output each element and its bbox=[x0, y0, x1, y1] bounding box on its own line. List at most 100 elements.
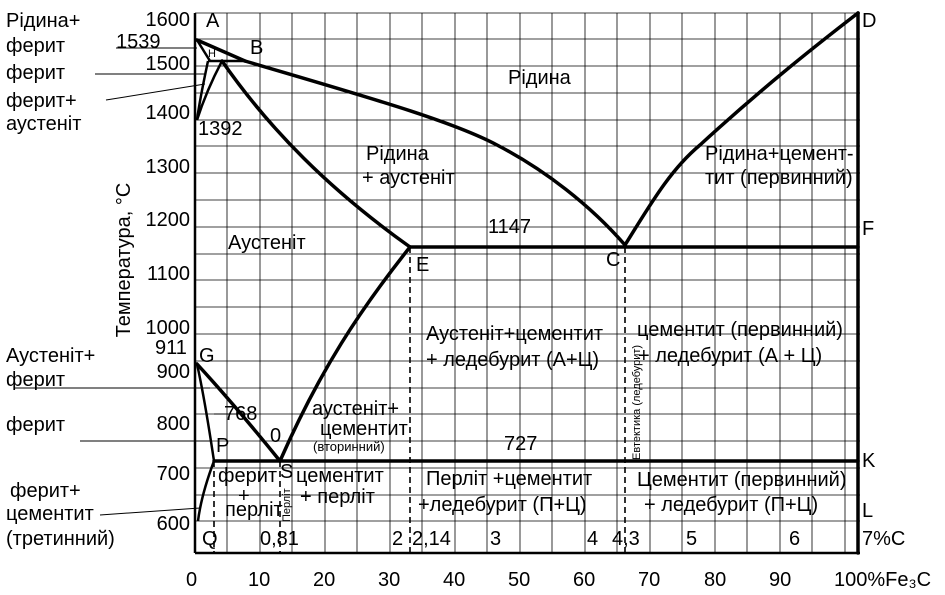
region-cem-led-upper-1: цементит (первинний) bbox=[637, 319, 843, 341]
fe3c-tick-20: 20 bbox=[313, 569, 335, 591]
region-aust-cem-led-1: Аустеніт+цементит bbox=[426, 323, 603, 345]
fe3c-unit: 100%Fe₃C bbox=[834, 569, 931, 591]
region-ferrite-perlite-1: ферит bbox=[218, 465, 277, 487]
c-tick-081: 0,81 bbox=[260, 528, 299, 550]
label-ferrite-3: ферит bbox=[6, 414, 65, 436]
point-S: S bbox=[280, 461, 293, 483]
label-ferrite-cementite-1: ферит+ bbox=[10, 480, 81, 502]
line-J-N bbox=[195, 60, 224, 121]
y-tick-1400: 1400 bbox=[146, 102, 191, 124]
c-unit: 7%C bbox=[862, 528, 905, 550]
region-ferrite-perlite-3: перліт bbox=[225, 499, 283, 521]
label-ferrite-cementite-3: (третинний) bbox=[6, 528, 115, 550]
point-B: B bbox=[250, 37, 263, 59]
region-liquid-austenite-2: + аустеніт bbox=[362, 167, 455, 189]
y-tick-1000: 1000 bbox=[146, 317, 191, 339]
fe3c-tick-50: 50 bbox=[508, 569, 530, 591]
region-perl-cem-led-2: +ледебурит (П+Ц) bbox=[418, 494, 587, 516]
region-aust-cem-led-2: + ледебурит (А+Ц) bbox=[426, 349, 599, 371]
grid bbox=[194, 12, 860, 554]
label-ferrite-2: ферит bbox=[6, 62, 65, 84]
line-A-B bbox=[195, 38, 247, 63]
c-tick-43: 4,3 bbox=[612, 528, 640, 550]
label-1147: 1147 bbox=[488, 216, 531, 238]
line-P-Q bbox=[196, 460, 216, 522]
y-tick-1300: 1300 bbox=[146, 156, 191, 178]
point-P: P bbox=[216, 435, 229, 457]
line-G-P bbox=[195, 363, 216, 462]
region-ferrite-perlite-2: + bbox=[238, 485, 250, 507]
label-727: 727 bbox=[504, 433, 537, 455]
label-austenite-ferrite-1: Аустеніт+ bbox=[6, 345, 95, 367]
line-J-E bbox=[220, 59, 412, 249]
fe3c-tick-0: 0 bbox=[186, 569, 197, 591]
label-ferrite-1: ферит bbox=[6, 35, 65, 57]
fe3c-tick-30: 30 bbox=[378, 569, 400, 591]
point-O: 0 bbox=[270, 425, 281, 447]
region-perlite: Перліт bbox=[281, 488, 293, 522]
c-tick-3: 3 bbox=[490, 528, 501, 550]
point-F: F bbox=[862, 218, 874, 240]
label-768: 768 bbox=[224, 403, 257, 425]
region-cem-led-lower-2: + ледебурит (П+Ц) bbox=[644, 494, 818, 516]
point-K: K bbox=[862, 450, 876, 472]
c-tick-4: 4 bbox=[587, 528, 598, 550]
c-tick-214: 2,14 bbox=[412, 528, 451, 550]
label-ferrite-austenite-1: ферит+ bbox=[6, 90, 77, 112]
leader-ferrite-cementite bbox=[99, 507, 201, 516]
line-C-D bbox=[623, 11, 860, 247]
y-axis-title: Температура, °С bbox=[113, 183, 135, 338]
fe3c-tick-70: 70 bbox=[638, 569, 660, 591]
line-E-S bbox=[278, 245, 412, 463]
fe3c-tick-80: 80 bbox=[704, 569, 726, 591]
c-tick-5: 5 bbox=[686, 528, 697, 550]
region-cem-perlite-1: цементит bbox=[296, 465, 384, 487]
region-aust-cem-1: аустеніт+ bbox=[312, 398, 399, 420]
label-austenite-ferrite-2: ферит bbox=[6, 369, 65, 391]
y-tick-1600: 1600 bbox=[146, 9, 191, 31]
label-liquid-ferrite: Рідина+ bbox=[6, 10, 80, 32]
label-911: 911 bbox=[155, 337, 187, 359]
leader-ferrite-austenite bbox=[105, 83, 206, 101]
c-tick-2: 2 bbox=[392, 528, 403, 550]
label-ferrite-cementite-2: цементит bbox=[6, 503, 94, 525]
point-D: D bbox=[862, 10, 876, 32]
region-liquid: Рідина bbox=[508, 67, 572, 89]
point-Q: Q bbox=[202, 528, 218, 550]
y-tick-800: 800 bbox=[157, 413, 190, 435]
point-E: E bbox=[416, 254, 429, 276]
region-cem-led-upper-2: + ледебурит (А + Ц) bbox=[638, 345, 822, 367]
region-eutectic: Евтектика (ледебурит) bbox=[631, 345, 643, 460]
point-A: A bbox=[206, 10, 220, 32]
region-cem-led-lower-1: Цементит (первинний) bbox=[637, 469, 847, 491]
label-1392: 1392 bbox=[198, 118, 243, 140]
region-aust-cem-2: цементит bbox=[320, 418, 408, 440]
y-tick-900: 900 bbox=[157, 361, 190, 383]
region-austenite: Аустеніт bbox=[228, 232, 306, 254]
region-liquid-cementite-1: Рідина+цемент- bbox=[705, 143, 854, 165]
y-tick-600: 600 bbox=[157, 513, 190, 535]
y-tick-1200: 1200 bbox=[146, 209, 191, 231]
y-tick-1500: 1500 bbox=[146, 53, 191, 75]
point-G: G bbox=[199, 345, 215, 367]
label-1539: 1539 bbox=[116, 31, 161, 53]
line-A-H bbox=[195, 39, 212, 62]
fe3c-tick-40: 40 bbox=[443, 569, 465, 591]
region-liquid-austenite-1: Рідина bbox=[366, 143, 430, 165]
fe3c-tick-10: 10 bbox=[248, 569, 270, 591]
fe3c-tick-60: 60 bbox=[573, 569, 595, 591]
region-aust-cem-3: (вторинний) bbox=[313, 439, 385, 454]
line-B-C bbox=[243, 59, 627, 247]
c-tick-6: 6 bbox=[789, 528, 800, 550]
fe3c-tick-90: 90 bbox=[769, 569, 791, 591]
region-cem-perlite-2: + перліт bbox=[300, 486, 375, 508]
label-ferrite-austenite-2: аустеніт bbox=[6, 113, 81, 135]
point-L: L bbox=[862, 500, 873, 522]
point-C: C bbox=[606, 249, 620, 271]
y-tick-700: 700 bbox=[157, 463, 190, 485]
y-tick-1100: 1100 bbox=[147, 263, 190, 285]
point-H: H bbox=[208, 48, 216, 60]
region-perl-cem-led-1: Перліт +цементит bbox=[426, 468, 592, 490]
